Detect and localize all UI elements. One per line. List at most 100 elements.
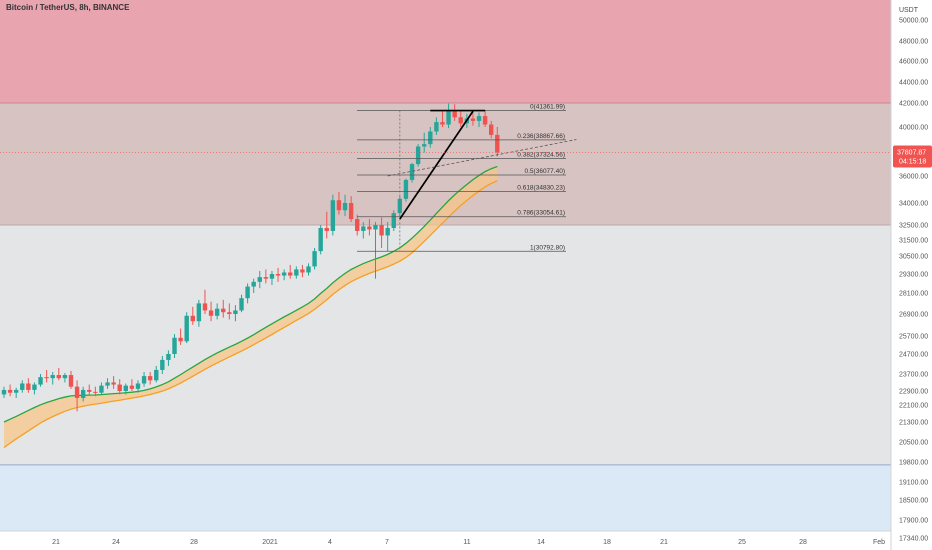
- price-badge-value: 37807.87: [897, 149, 926, 156]
- dashed-projection-line: [387, 139, 577, 177]
- candle-body: [184, 315, 189, 342]
- candle-body: [367, 226, 372, 230]
- candle-body: [135, 383, 141, 389]
- currency-label: USDT: [898, 7, 918, 14]
- candle-body: [56, 375, 62, 379]
- x-tick-label: 11: [463, 539, 470, 546]
- y-tick-label: 30500.00: [899, 254, 928, 261]
- candle-body: [208, 310, 214, 316]
- candle-body: [1, 389, 7, 395]
- candle-body: [141, 376, 147, 384]
- candle-body: [336, 200, 342, 211]
- candle-body: [190, 315, 195, 322]
- candle-body: [422, 144, 427, 147]
- candle-body: [50, 375, 55, 379]
- y-tick-label: 36000.00: [899, 174, 928, 181]
- x-tick-label: 28: [799, 539, 807, 546]
- candle-body: [123, 385, 128, 391]
- candle-body: [214, 308, 220, 316]
- candle-body: [470, 118, 476, 121]
- candle-body: [495, 134, 500, 153]
- y-tick-label: 26900.00: [899, 312, 928, 319]
- candle-body: [117, 384, 122, 391]
- candle-body: [263, 277, 269, 279]
- candle-body: [342, 203, 348, 211]
- candle-body: [379, 225, 384, 236]
- candle-body: [68, 375, 74, 387]
- candle-body: [111, 382, 116, 385]
- candle-body: [13, 389, 19, 393]
- candle-body: [80, 389, 86, 398]
- rising-trendline: [399, 110, 474, 220]
- y-tick-label: 46000.00: [899, 59, 928, 66]
- candle-body: [409, 164, 415, 180]
- y-tick-label: 32500.00: [899, 223, 928, 230]
- candle-body: [178, 337, 183, 342]
- candle-body: [239, 298, 244, 311]
- y-tick-label: 22100.00: [899, 403, 928, 410]
- fib-level-label: 0.786(33054.61): [517, 210, 565, 217]
- candle-body: [452, 111, 457, 118]
- y-tick-label: 20500.00: [899, 440, 928, 447]
- candle-body: [44, 377, 49, 379]
- candle-body: [245, 286, 250, 299]
- y-tick-label: 28100.00: [899, 291, 928, 298]
- candle-body: [154, 369, 159, 381]
- y-tick-label: 29300.00: [899, 272, 928, 279]
- candle-body: [476, 116, 482, 121]
- candle-body: [373, 225, 378, 230]
- candle-body: [62, 375, 68, 379]
- candle-body: [434, 122, 439, 132]
- candle-body: [202, 303, 208, 311]
- candle-body: [391, 213, 396, 228]
- candle-body: [87, 389, 92, 392]
- x-tick-label: 28: [190, 539, 198, 546]
- candle-body: [221, 308, 226, 313]
- candle-body: [99, 385, 104, 393]
- candle-body: [129, 385, 135, 389]
- price-badge-countdown: 04:15:18: [899, 158, 926, 165]
- candle-body: [288, 272, 293, 276]
- price-badge: [893, 145, 932, 168]
- candle-body: [355, 219, 360, 231]
- x-tick-label: Feb: [873, 539, 885, 546]
- x-tick-label: 7: [385, 539, 389, 546]
- zone-demand: [0, 464, 891, 531]
- candle-body: [281, 272, 287, 276]
- candle-body: [20, 383, 25, 390]
- y-tick-label: 17340.00: [899, 536, 928, 543]
- y-tick-label: 17900.00: [899, 518, 928, 525]
- candle-body: [403, 179, 409, 199]
- y-tick-label: 24700.00: [899, 352, 928, 359]
- zone-range: [0, 225, 891, 465]
- y-tick-label: 18500.00: [899, 498, 928, 505]
- x-tick-label: 14: [537, 539, 545, 546]
- candle-body: [397, 198, 403, 214]
- candle-body: [489, 124, 494, 135]
- y-tick-label: 48000.00: [899, 39, 928, 46]
- fib-level-label: 0(41361.99): [530, 104, 565, 111]
- x-tick-label: 2021: [262, 539, 278, 546]
- candle-body: [440, 122, 445, 125]
- y-tick-label: 31500.00: [899, 238, 928, 245]
- x-tick-label: 4: [328, 539, 332, 546]
- candle-body: [348, 203, 354, 220]
- chart-title: Bitcoin / TetherUS, 8h, BINANCE: [6, 3, 130, 12]
- candle-body: [269, 274, 275, 279]
- candle-body: [32, 384, 37, 390]
- x-tick-label: 25: [738, 539, 746, 546]
- candle-body: [385, 227, 390, 236]
- fib-level-label: 0.618(34830.23): [517, 185, 565, 192]
- candle-body: [318, 227, 323, 252]
- candle-body: [147, 376, 153, 381]
- candle-body: [196, 303, 202, 322]
- y-tick-label: 50000.00: [899, 18, 928, 25]
- candle-body: [166, 354, 171, 360]
- y-tick-label: 21300.00: [899, 420, 928, 427]
- candle-body: [251, 281, 256, 287]
- candle-body: [482, 116, 488, 125]
- candle-body: [312, 251, 317, 267]
- fib-level-label: 0.236(38867.66): [517, 133, 565, 140]
